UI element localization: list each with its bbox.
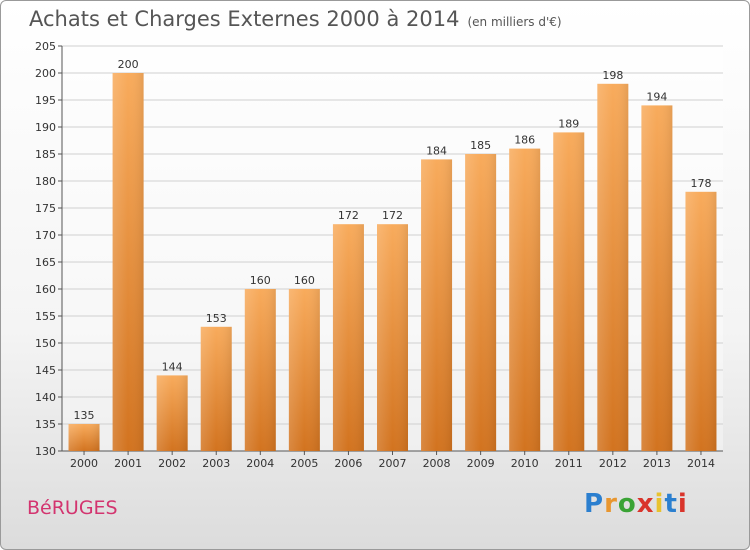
bar-shade [377, 224, 408, 451]
data-label: 160 [250, 274, 271, 287]
x-tick-label: 2008 [423, 457, 451, 470]
bar-shade [509, 148, 541, 451]
x-tick-label: 2009 [467, 457, 495, 470]
commune-name: BéRUGES [27, 497, 118, 519]
bar-shade [112, 73, 144, 451]
y-tick-label: 155 [35, 310, 56, 323]
data-label: 185 [470, 139, 491, 152]
bar-shade [200, 326, 232, 451]
y-tick-label: 140 [35, 391, 56, 404]
y-tick-label: 170 [35, 229, 56, 242]
bar-shade [597, 83, 629, 452]
data-label: 144 [162, 360, 183, 373]
x-tick-label: 2000 [70, 457, 98, 470]
proxiti-logo: Proxiti [584, 489, 688, 519]
x-tick-label: 2014 [687, 457, 715, 470]
bar-shade [68, 424, 100, 451]
y-tick-label: 130 [35, 445, 56, 458]
data-label: 178 [690, 177, 711, 190]
bar-shade [685, 191, 717, 452]
y-tick-label: 185 [35, 148, 56, 161]
y-tick-label: 175 [35, 202, 56, 215]
bar-shade [156, 375, 188, 451]
x-tick-label: 2005 [290, 457, 318, 470]
data-label: 160 [294, 274, 315, 287]
y-tick-label: 150 [35, 337, 56, 350]
data-label: 172 [338, 209, 359, 222]
x-tick-label: 2006 [334, 457, 362, 470]
bar-shade [244, 289, 276, 451]
data-label: 153 [206, 312, 227, 325]
data-label: 186 [514, 134, 535, 147]
data-label: 172 [382, 209, 403, 222]
y-tick-label: 180 [35, 175, 56, 188]
x-tick-label: 2003 [202, 457, 230, 470]
y-tick-label: 165 [35, 256, 56, 269]
x-tick-label: 2001 [114, 457, 142, 470]
bar-shade [288, 289, 320, 451]
x-tick-label: 2013 [643, 457, 671, 470]
y-tick-label: 160 [35, 283, 56, 296]
bar-shade [465, 154, 497, 451]
data-label: 189 [558, 117, 579, 130]
y-tick-label: 195 [35, 94, 56, 107]
y-tick-label: 145 [35, 364, 56, 377]
x-tick-label: 2004 [246, 457, 274, 470]
bar-shade [641, 105, 673, 452]
bar-shade [332, 224, 364, 451]
data-label: 194 [646, 90, 667, 103]
y-tick-label: 190 [35, 121, 56, 134]
bar-shade [553, 132, 585, 451]
y-tick-label: 205 [35, 40, 56, 53]
x-tick-label: 2011 [555, 457, 583, 470]
x-tick-label: 2012 [599, 457, 627, 470]
data-label: 135 [74, 409, 95, 422]
x-tick-label: 2002 [158, 457, 186, 470]
data-label: 184 [426, 144, 447, 157]
x-tick-label: 2007 [379, 457, 407, 470]
title-text: Achats et Charges Externes 2000 à 2014 [29, 7, 460, 31]
data-label: 198 [602, 69, 623, 82]
bar-shade [421, 159, 453, 451]
x-tick-label: 2010 [511, 457, 539, 470]
y-tick-label: 135 [35, 418, 56, 431]
y-tick-label: 200 [35, 67, 56, 80]
data-label: 200 [118, 58, 139, 71]
chart-title: Achats et Charges Externes 2000 à 2014 (e… [29, 7, 562, 31]
title-unit: (en milliers d'€) [467, 15, 562, 29]
